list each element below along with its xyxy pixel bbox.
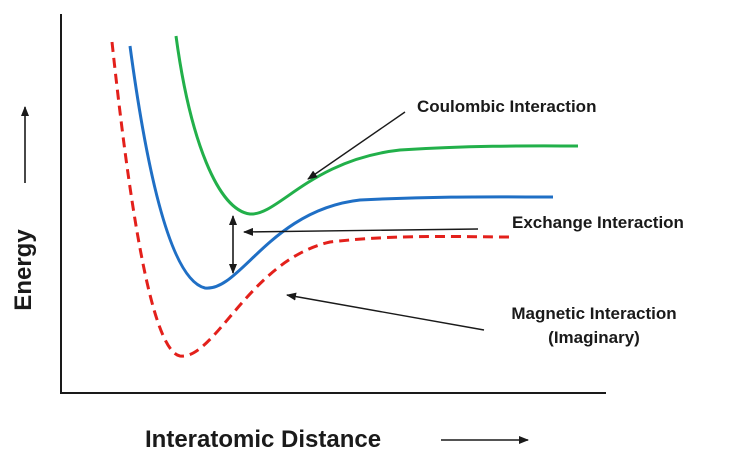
y-axis-label: Energy — [10, 229, 37, 311]
magnetic-label-line2: (Imaginary) — [548, 328, 640, 347]
magnetic-pointer-arrow — [286, 292, 485, 331]
magnetic-curve — [110, 41, 514, 358]
coulombic-label: Coulombic Interaction — [417, 97, 596, 116]
coulombic-pointer-arrow — [307, 111, 406, 180]
exchange-label: Exchange Interaction — [512, 213, 684, 232]
exchange-pointer-arrow — [243, 227, 479, 236]
magnetic-label-line1: Magnetic Interaction — [511, 304, 676, 323]
exchange-curve — [128, 45, 554, 290]
x-axis-label: Interatomic Distance — [145, 426, 381, 453]
coulombic-curve — [174, 35, 579, 216]
